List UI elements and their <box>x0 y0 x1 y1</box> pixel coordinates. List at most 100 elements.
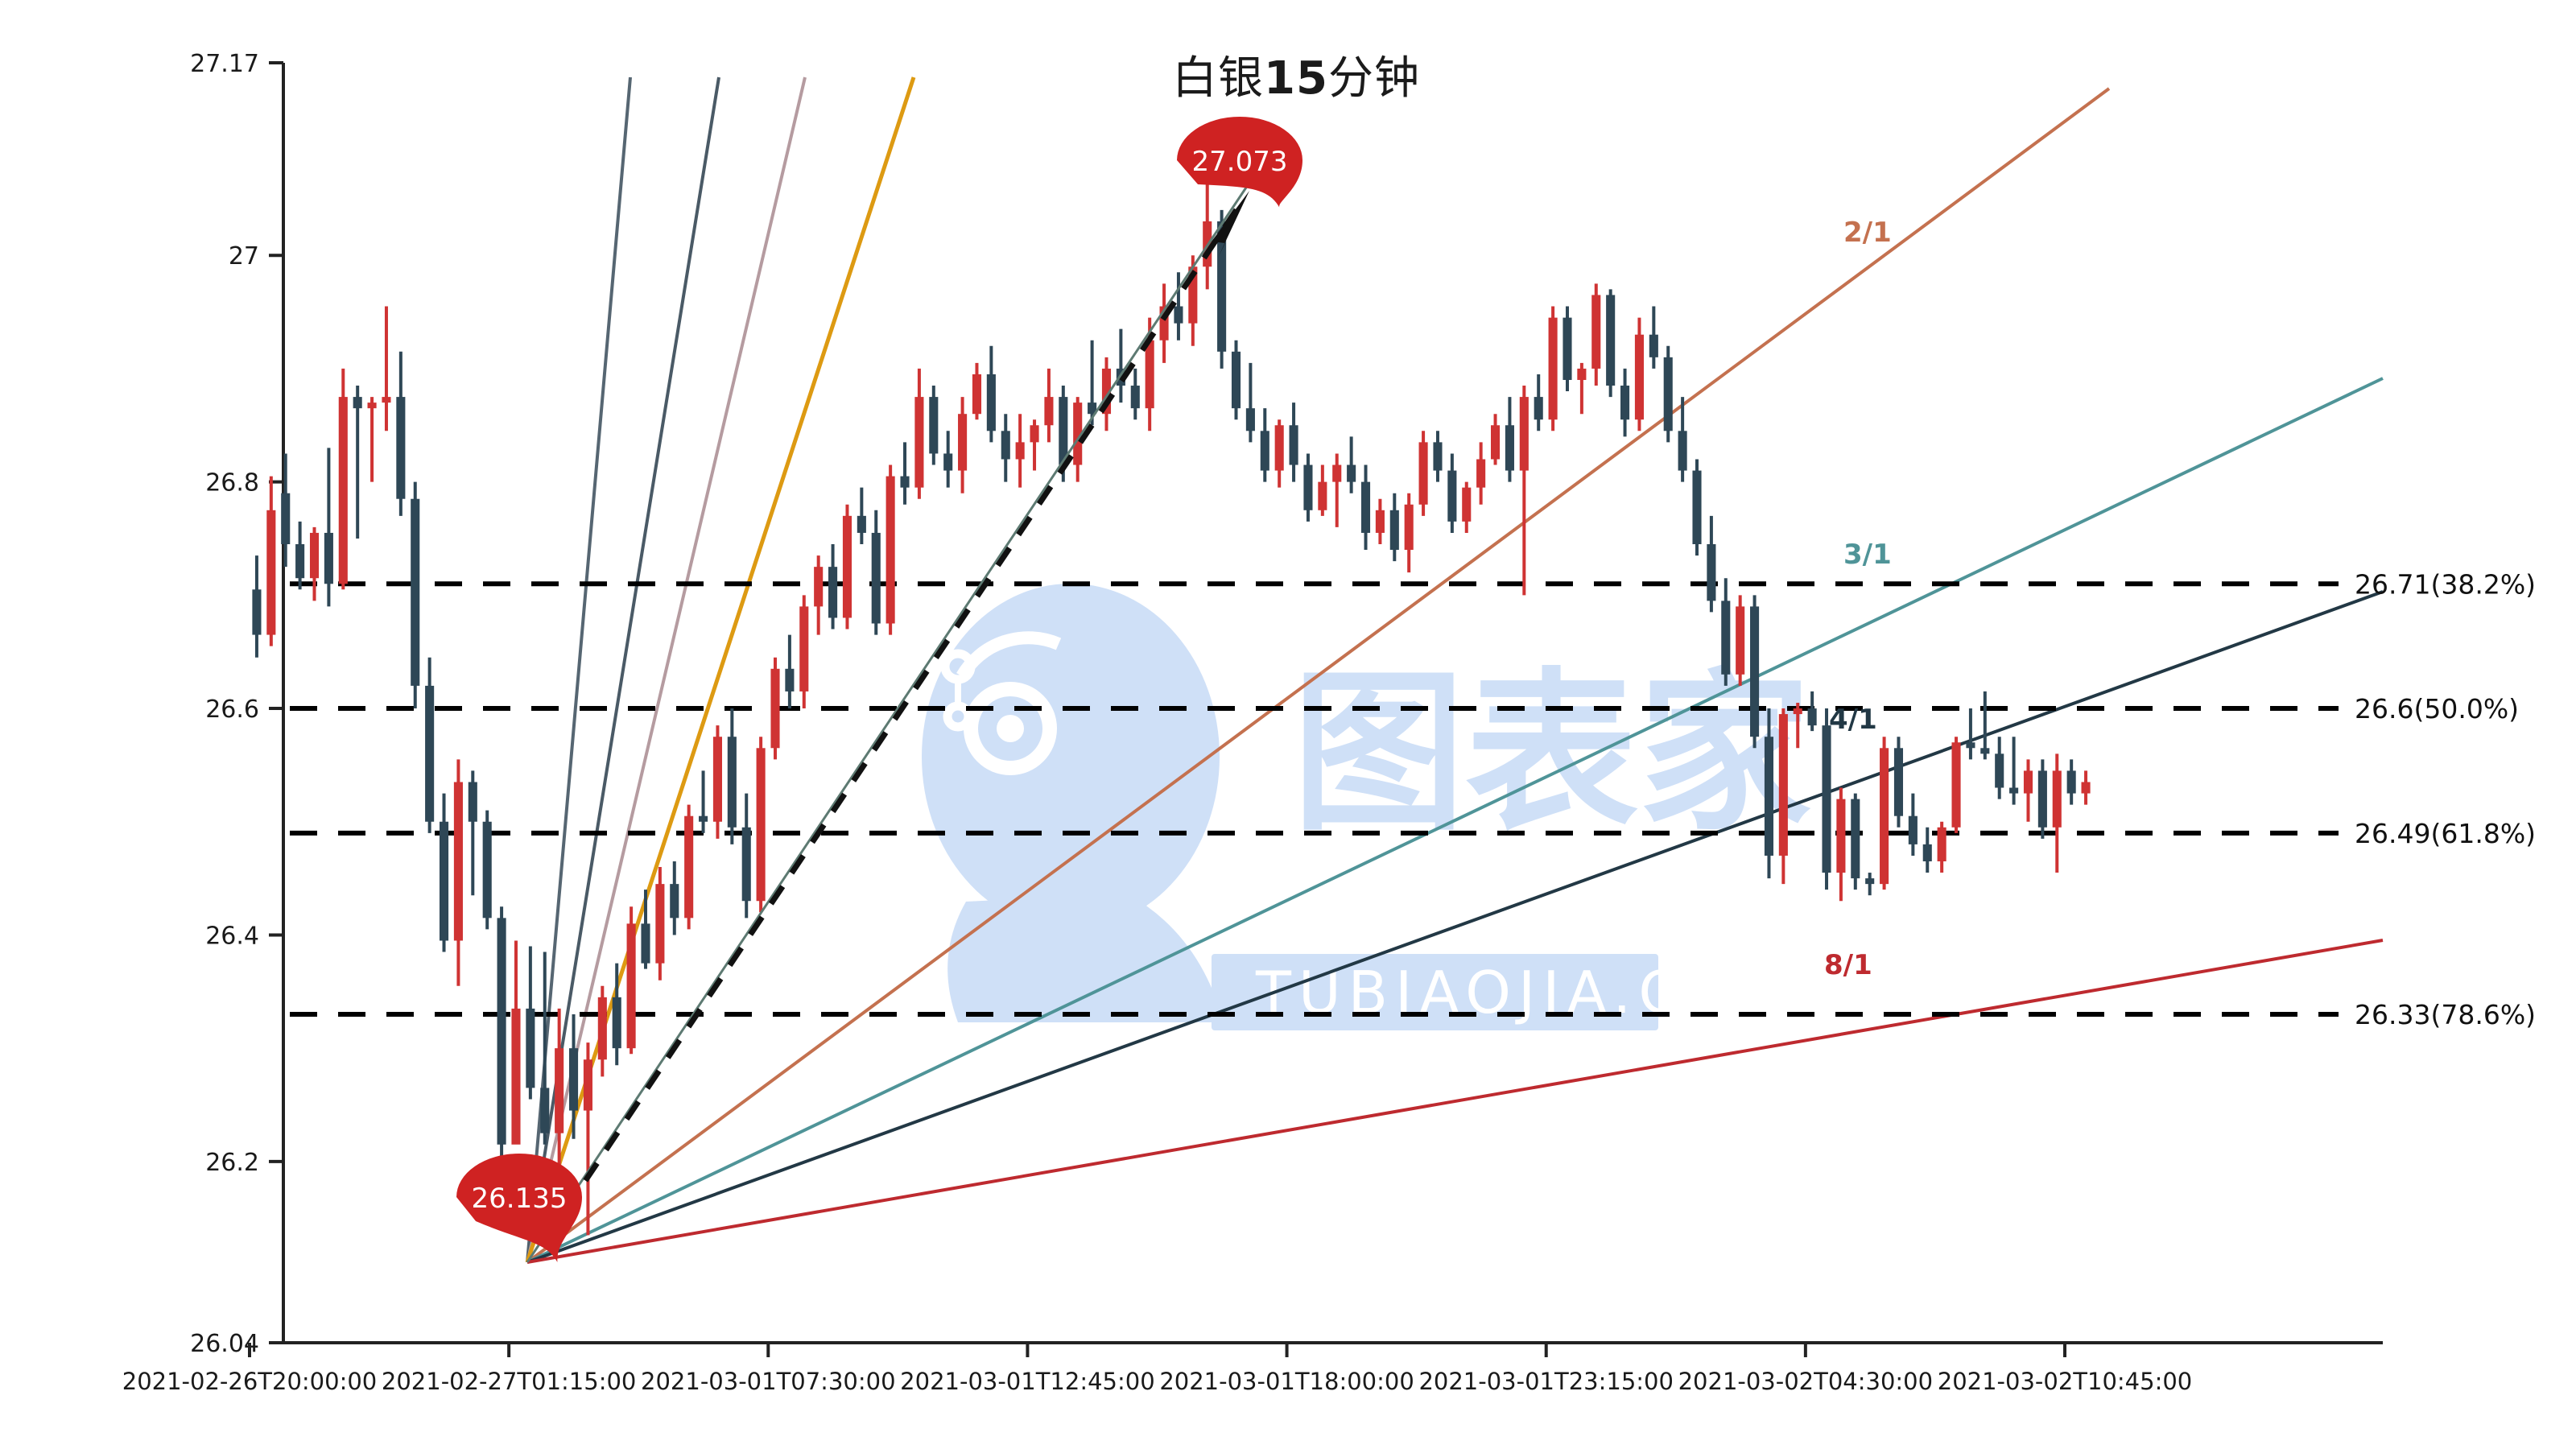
candle-body <box>1044 397 1054 426</box>
candle-body <box>972 374 982 415</box>
candle-body <box>295 544 305 579</box>
candle-body <box>1332 464 1342 482</box>
candle-body <box>1347 464 1356 482</box>
candle-body <box>1375 510 1385 533</box>
x-tick-label: 2021-03-01T07:30:00 <box>641 1368 896 1395</box>
swing-trend-line <box>526 172 1257 1263</box>
candle-body <box>1059 397 1068 465</box>
candle-body <box>612 997 621 1049</box>
candle-body <box>943 453 953 471</box>
y-tick-label: 26.6 <box>205 696 259 724</box>
candle-body <box>1360 481 1371 533</box>
candle-body <box>1634 334 1644 420</box>
y-tick-label: 26.04 <box>190 1330 259 1358</box>
candle-body <box>266 510 276 635</box>
candle-body <box>2081 782 2091 794</box>
marker-label: 27.073 <box>1192 146 1288 178</box>
y-tick-label: 26.2 <box>205 1149 259 1177</box>
fan-line-steep-1 <box>526 76 632 1263</box>
swing-trend-dashed <box>542 197 1246 1244</box>
x-axis-ticks: 2021-02-26T20:00:00 2021-02-27T01:15:00 20… <box>122 1343 2193 1395</box>
candle-body <box>871 532 881 624</box>
candle-body <box>425 685 435 822</box>
candle-body <box>1865 878 1875 885</box>
y-axis-ticks: 27.17 27 26.8 26.6 26.4 26.2 26.04 <box>190 50 283 1358</box>
candle-body <box>353 397 362 409</box>
candle-body <box>1606 295 1616 386</box>
candle-body <box>914 397 924 488</box>
candle-body <box>2023 770 2033 794</box>
y-tick-label: 26.8 <box>205 469 259 497</box>
candle-body <box>1404 504 1414 551</box>
candle-body <box>1807 708 1817 726</box>
candle-body <box>857 515 866 533</box>
candle-body <box>886 476 895 624</box>
price-marker: 27.073 <box>1177 117 1302 208</box>
candle-body <box>1678 431 1687 471</box>
candle-body <box>712 737 722 822</box>
watermark-head-icon <box>922 584 1224 1022</box>
candle-body <box>1577 368 1587 380</box>
candle-body <box>770 668 780 749</box>
candle-body <box>1519 397 1529 471</box>
candle-body <box>1174 306 1183 324</box>
candle-body <box>1995 753 2004 788</box>
candle-body <box>1030 425 1039 443</box>
watermark: 图表家 TUBIAOJIA.COM <box>922 584 1811 1030</box>
candle-body <box>396 397 406 499</box>
candle-body <box>309 532 320 579</box>
candle-body <box>1073 402 1083 465</box>
fan-line-label: 4/1 <box>1829 704 1877 736</box>
fibonacci-label: 26.6(50.0%) <box>2355 693 2519 724</box>
x-tick-label: 2021-03-02T04:30:00 <box>1678 1368 1934 1395</box>
candle-body <box>1922 844 1932 861</box>
candle-body <box>2066 770 2076 794</box>
candle-body <box>1476 459 1486 488</box>
candle-body <box>1649 334 1658 357</box>
watermark-cn-text: 图表家 <box>1292 652 1811 854</box>
price-marker: 26.135 <box>456 1154 582 1262</box>
candle-body <box>281 493 291 545</box>
candle-body <box>1692 470 1702 545</box>
x-tick-label: 2021-03-01T23:15:00 <box>1418 1368 1674 1395</box>
x-tick-label: 2021-03-02T10:45:00 <box>1938 1368 2193 1395</box>
candle-body <box>1447 470 1457 522</box>
candle-body <box>555 1048 564 1133</box>
candle-body <box>482 821 492 919</box>
candle-body <box>727 737 737 828</box>
fan-line-2-1 <box>526 87 2111 1264</box>
candle-body <box>1505 425 1514 471</box>
candle-body <box>1980 748 1990 754</box>
fan-line-label: 2/1 <box>1843 217 1892 249</box>
candle-body <box>1750 606 1760 737</box>
candle-body <box>799 606 809 691</box>
fibonacci-label: 26.71(38.2%) <box>2355 568 2536 600</box>
x-tick-label: 2021-03-01T12:45:00 <box>900 1368 1155 1395</box>
candle-body <box>252 589 262 635</box>
x-tick-label: 2021-03-01T18:00:00 <box>1159 1368 1414 1395</box>
candle-body <box>568 1048 579 1111</box>
swing-trend-solid <box>526 172 1257 1263</box>
candle-body <box>1088 402 1097 415</box>
candle-body <box>1231 351 1241 409</box>
candle-body <box>2037 770 2047 828</box>
candle-body <box>814 567 824 607</box>
candle-body <box>1318 481 1327 510</box>
candle-body <box>1836 799 1846 873</box>
candle-body <box>583 1059 592 1111</box>
page-title: 白银15分钟 <box>1172 52 1420 105</box>
candle-body <box>756 748 766 902</box>
candle-body <box>526 1008 535 1088</box>
candle-body <box>1707 544 1716 601</box>
candle-body <box>468 782 477 822</box>
candle-body <box>958 414 968 471</box>
candle-body <box>1303 464 1313 510</box>
fibonacci-label: 26.33(78.6%) <box>2355 999 2536 1030</box>
candle-body <box>699 815 708 822</box>
candle-body <box>497 918 506 1145</box>
candle-body <box>1015 442 1025 460</box>
candle-body <box>1418 442 1428 505</box>
candle-body <box>1145 340 1154 409</box>
fan-line-steep-3 <box>526 76 807 1263</box>
candle-body <box>382 397 391 403</box>
